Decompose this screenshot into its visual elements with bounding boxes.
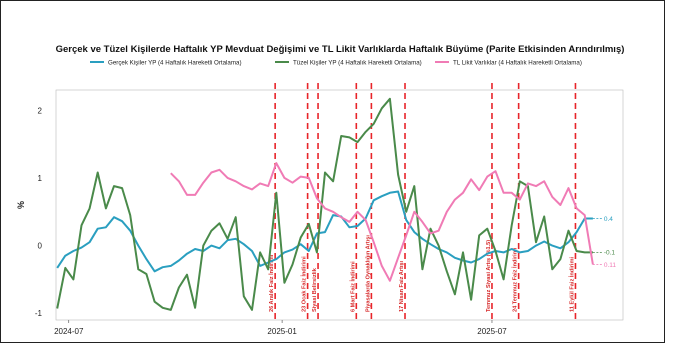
event-label: Temmuz Siyasi Artış (%1.5) bbox=[486, 240, 492, 312]
event-label: 26 Aralık Faiz İndirimi bbox=[268, 254, 275, 312]
legend: Gerçek Kişiler YP (4 Haftalık Hareketli … bbox=[90, 60, 582, 67]
x-axis: 2024-07 2025-01 2025-07 bbox=[54, 320, 507, 336]
chart-title: Gerçek ve Tüzel Kişilerde Haftalık YP Me… bbox=[56, 44, 625, 55]
event-label: Piyasalarda Oynaklığın Artışı bbox=[365, 235, 371, 312]
event-label: 23 Ocak Faiz İndirimi bbox=[301, 256, 308, 312]
y-tick-label: 0 bbox=[38, 242, 43, 251]
x-tick-label: 2025-01 bbox=[267, 327, 297, 336]
legend-entry: TL Likit Varlıklar (4 Haftalık Hareketli… bbox=[453, 60, 582, 67]
event-label: 24 Temmuz Faiz İndirimi bbox=[512, 247, 519, 312]
event-label: 17 Nisan Faiz Artışı bbox=[399, 260, 405, 312]
y-tick-label: 1 bbox=[38, 174, 43, 183]
series-line bbox=[56, 190, 593, 273]
series-line bbox=[56, 97, 593, 311]
y-tick-label: 2 bbox=[38, 106, 43, 115]
series-line bbox=[170, 162, 594, 282]
plot-area bbox=[55, 89, 624, 321]
figure-frame bbox=[0, 0, 665, 343]
y-tick-label: -1 bbox=[35, 309, 43, 318]
end-value-label: 0.4 bbox=[604, 216, 613, 223]
event-label: 6 Mart Faiz İndirimi bbox=[349, 261, 356, 312]
end-value-label: -0.1 bbox=[604, 250, 616, 257]
x-tick-label: 2024-07 bbox=[54, 327, 84, 336]
end-value-label: 0.11 bbox=[604, 262, 617, 269]
event-markers: 26 Aralık Faiz İndirimi 23 Ocak Faiz İndi… bbox=[268, 83, 577, 320]
y-axis: -1 0 1 2 bbox=[35, 106, 43, 318]
x-tick-label: 2025-07 bbox=[477, 327, 507, 336]
event-label: 11 Eylül Faiz İndirimi bbox=[568, 257, 575, 312]
legend-entry: Gerçek Kişiler YP (4 Haftalık Hareketli … bbox=[108, 60, 242, 67]
y-axis-label: % bbox=[16, 201, 26, 209]
end-labels: 0.4 -0.1 0.11 bbox=[592, 216, 617, 269]
legend-entry: Tüzel Kişiler YP (4 Haftalık Hareketli O… bbox=[293, 60, 422, 67]
event-label: Siyasi Belirsizlik bbox=[312, 267, 318, 312]
series-lines bbox=[56, 97, 594, 311]
